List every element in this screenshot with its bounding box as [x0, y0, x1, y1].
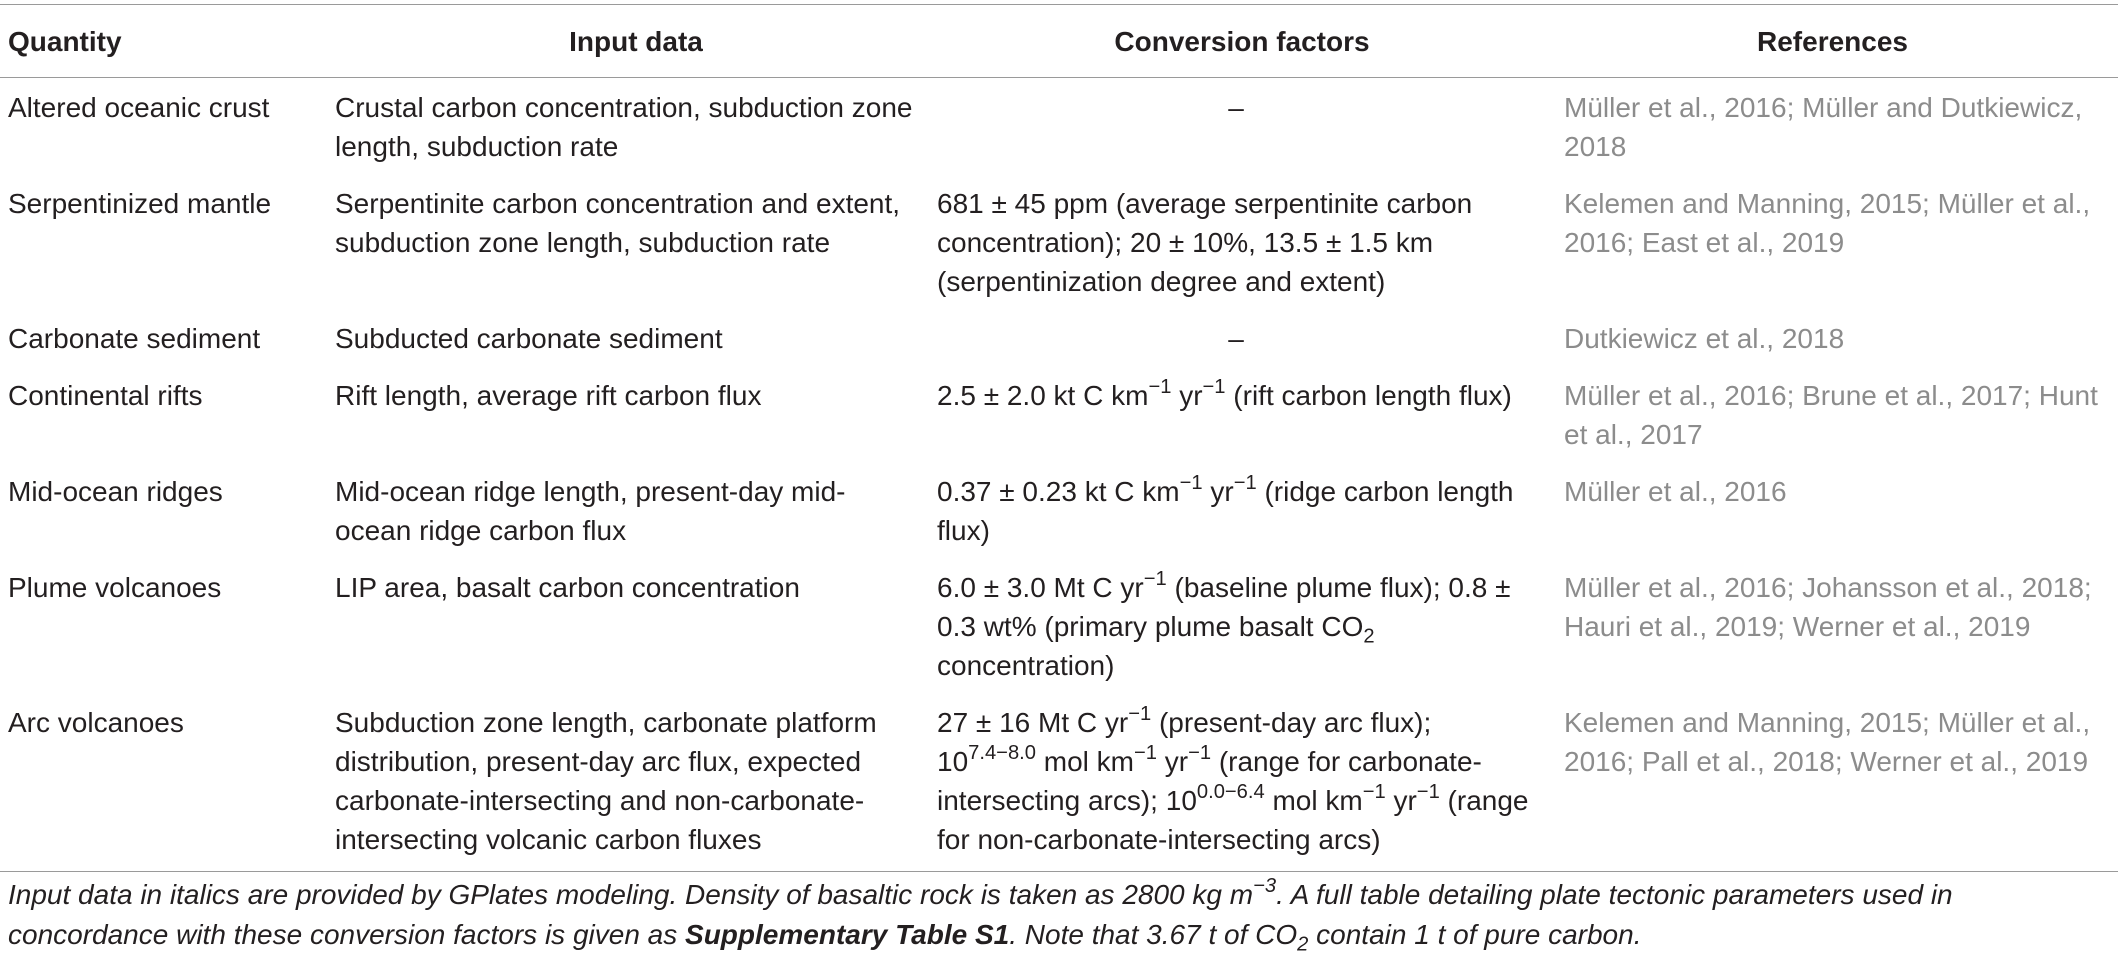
table-row: Mid-ocean ridges Mid-ocean ridge length,… [0, 463, 2118, 559]
carbon-flux-table: Quantity Input data Conversion factors R… [0, 4, 2118, 872]
conversion-text: 0.37 ± 0.23 kt C km [937, 476, 1180, 507]
conversion-text: concentration) [937, 650, 1115, 681]
superscript: −1 [1148, 375, 1172, 398]
quantity-cell: Arc volcanoes [8, 707, 184, 738]
conversion-cell: – [1228, 323, 1244, 354]
superscript: 7.4−8.0 [968, 741, 1036, 764]
quantity-cell: Mid-ocean ridges [8, 476, 223, 507]
conversion-cell: 681 ± 45 ppm (average serpentinite carbo… [937, 188, 1473, 297]
table-row: Carbonate sediment Subducted carbonate s… [0, 310, 2118, 367]
quantity-cell: Continental rifts [8, 380, 203, 411]
references-cell[interactable]: Müller et al., 2016 [1564, 476, 1787, 507]
conversion-text: (range for carbonate-intersecting arcs);… [937, 746, 1482, 816]
conversion-text: (baseline plume flux); 0.8 ± 0.3 wt% (pr… [937, 572, 1511, 642]
quantity-cell: Plume volcanoes [8, 572, 222, 603]
conversion-text: 2.5 ± 2.0 kt C km [937, 380, 1149, 411]
subscript: 2 [1363, 625, 1375, 648]
superscript: −1 [1179, 471, 1203, 494]
conversion-text: yr [1202, 476, 1234, 507]
references-cell[interactable]: Kelemen and Manning, 2015; Müller et al.… [1564, 707, 2091, 777]
conversion-text: (range for non-carbonate-intersecting ar… [937, 785, 1529, 855]
conversion-cell: 0.37 ± 0.23 kt C km−1 yr−1 (ridge carbon… [937, 463, 1547, 559]
superscript: 0.0−6.4 [1196, 780, 1265, 803]
table-row: Altered oceanic crust Crustal carbon con… [0, 78, 2118, 176]
header-conversion-factors: Conversion factors [1114, 25, 1370, 57]
superscript: −1 [1133, 741, 1157, 764]
conversion-cell: 6.0 ± 3.0 Mt C yr−1 (baseline plume flux… [937, 559, 1547, 694]
conversion-text: 6.0 ± 3.0 Mt C yr [937, 572, 1144, 603]
footnote-text: . A full table detailing plate tectonic … [8, 879, 1953, 950]
input-data-cell: Rift length, average rift carbon flux [335, 380, 762, 411]
footnote-text: contain 1 t of pure carbon. [1308, 919, 1642, 950]
superscript: −1 [1202, 375, 1226, 398]
conversion-text: yr [1385, 785, 1417, 816]
input-data-cell: Crustal carbon concentration, subduction… [335, 92, 913, 162]
references-cell[interactable]: Müller et al., 2016; Johansson et al., 2… [1564, 572, 2092, 642]
input-data-cell: LIP area, basalt carbon concentration [335, 572, 800, 603]
conversion-text: mol km [1035, 746, 1134, 777]
input-data-cell: Subducted carbonate sediment [335, 323, 723, 354]
quantity-cell: Carbonate sediment [8, 323, 261, 354]
table-footnote: Input data in italics are provided by GP… [8, 875, 2108, 955]
conversion-cell: 2.5 ± 2.0 kt C km−1 yr−1 (rift carbon le… [937, 367, 1547, 463]
table-header-row: Quantity Input data Conversion factors R… [0, 4, 2118, 78]
supplementary-table-link[interactable]: Supplementary Table S1 [685, 919, 1010, 950]
input-data-cell: Serpentinite carbon concentration and ex… [335, 188, 901, 258]
superscript: −1 [1188, 741, 1212, 764]
conversion-text: (present-day arc flux); 10 [937, 707, 1432, 777]
superscript: −1 [1416, 780, 1440, 803]
references-cell[interactable]: Müller et al., 2016; Brune et al., 2017;… [1564, 380, 2098, 450]
conversion-text: yr [1156, 746, 1189, 777]
table-row: Continental rifts Rift length, average r… [0, 367, 2118, 463]
table-row: Plume volcanoes LIP area, basalt carbon … [0, 559, 2118, 694]
references-cell[interactable]: Kelemen and Manning, 2015; Müller et al.… [1564, 188, 2091, 258]
table-row: Arc volcanoes Subduction zone length, ca… [0, 694, 2118, 872]
superscript: −1 [1233, 471, 1257, 494]
header-input-data: Input data [569, 25, 703, 57]
conversion-text: (rift carbon length flux) [1225, 380, 1512, 411]
superscript: −1 [1128, 702, 1152, 725]
references-cell[interactable]: Müller et al., 2016; Müller and Dutkiewi… [1564, 92, 2083, 162]
footnote-subscript: 2 [1297, 933, 1309, 956]
superscript: −1 [1362, 780, 1386, 803]
conversion-cell: 27 ± 16 Mt C yr−1 (present-day arc flux)… [937, 694, 1547, 872]
quantity-cell: Altered oceanic crust [8, 92, 270, 123]
header-references: References [1757, 25, 1908, 57]
conversion-text: mol km [1264, 785, 1363, 816]
table-row: Serpentinized mantle Serpentinite carbon… [0, 175, 2118, 310]
footnote-text: Input data in italics are provided by GP… [8, 879, 1254, 910]
references-cell[interactable]: Dutkiewicz et al., 2018 [1564, 323, 1845, 354]
input-data-cell: Mid-ocean ridge length, present-day mid-… [335, 476, 846, 546]
conversion-cell: – [1228, 92, 1244, 123]
header-quantity: Quantity [8, 25, 122, 57]
superscript: −1 [1143, 567, 1167, 590]
input-data-cell: Subduction zone length, carbonate platfo… [335, 707, 877, 855]
quantity-cell: Serpentinized mantle [8, 188, 272, 219]
conversion-text: 27 ± 16 Mt C yr [937, 707, 1129, 738]
footnote-superscript: −3 [1253, 874, 1277, 897]
footnote-text: . Note that 3.67 t of CO [1009, 919, 1298, 950]
conversion-text: (ridge carbon length flux) [937, 476, 1514, 546]
conversion-text: yr [1171, 380, 1203, 411]
